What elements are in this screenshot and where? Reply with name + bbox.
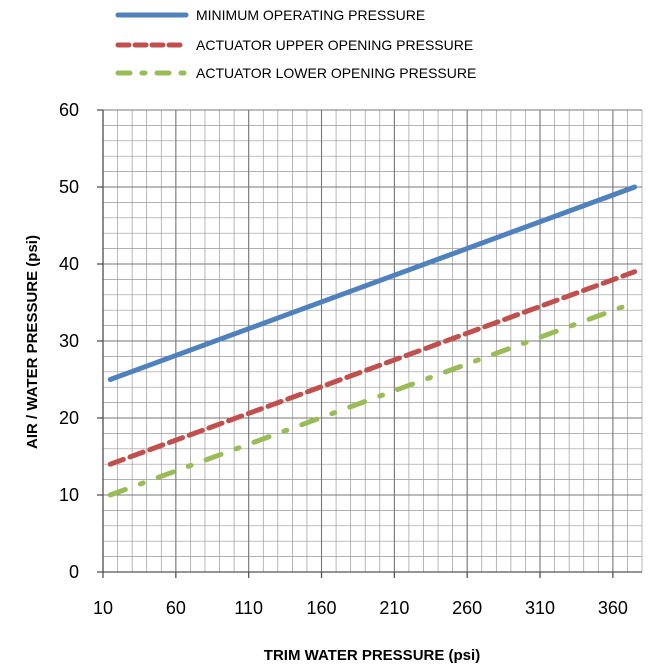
x-tick-label: 60 <box>166 598 186 618</box>
x-tick-label: 360 <box>598 598 628 618</box>
x-tick-label: 310 <box>525 598 555 618</box>
y-tick-label: 50 <box>59 177 79 197</box>
major-grid <box>102 109 642 573</box>
y-tick-label: 20 <box>59 408 79 428</box>
x-tick-label: 160 <box>306 598 336 618</box>
y-tick-label: 30 <box>59 331 79 351</box>
legend-label-2: ACTUATOR UPPER OPENING PRESSURE <box>196 37 473 53</box>
series-line-2 <box>107 269 638 467</box>
x-tick-label: 110 <box>234 598 263 618</box>
y-tick-label: 10 <box>59 485 79 505</box>
x-axis-title: TRIM WATER PRESSURE (psi) <box>264 647 480 664</box>
x-tick-label: 260 <box>452 598 482 618</box>
legend: MINIMUM OPERATING PRESSURE ACTUATOR UPPER… <box>115 7 476 81</box>
x-tick-label: 10 <box>93 598 113 618</box>
series-line-3 <box>107 300 638 498</box>
series-lines <box>107 184 638 498</box>
legend-label-1: MINIMUM OPERATING PRESSURE <box>196 7 425 23</box>
axes <box>97 109 642 578</box>
legend-label-3: ACTUATOR LOWER OPENING PRESSURE <box>196 65 476 81</box>
series-line-1 <box>107 184 638 382</box>
y-axis-title: AIR / WATER PRESSURE (psi) <box>24 235 41 449</box>
y-tick-label: 40 <box>59 254 79 274</box>
tick-labels: 0 10 20 30 40 50 60 10 60 110 160 210 260 310 360 <box>59 100 628 618</box>
x-tick-label: 210 <box>379 598 409 618</box>
y-tick-label: 0 <box>69 562 79 582</box>
y-tick-label: 60 <box>59 100 79 120</box>
